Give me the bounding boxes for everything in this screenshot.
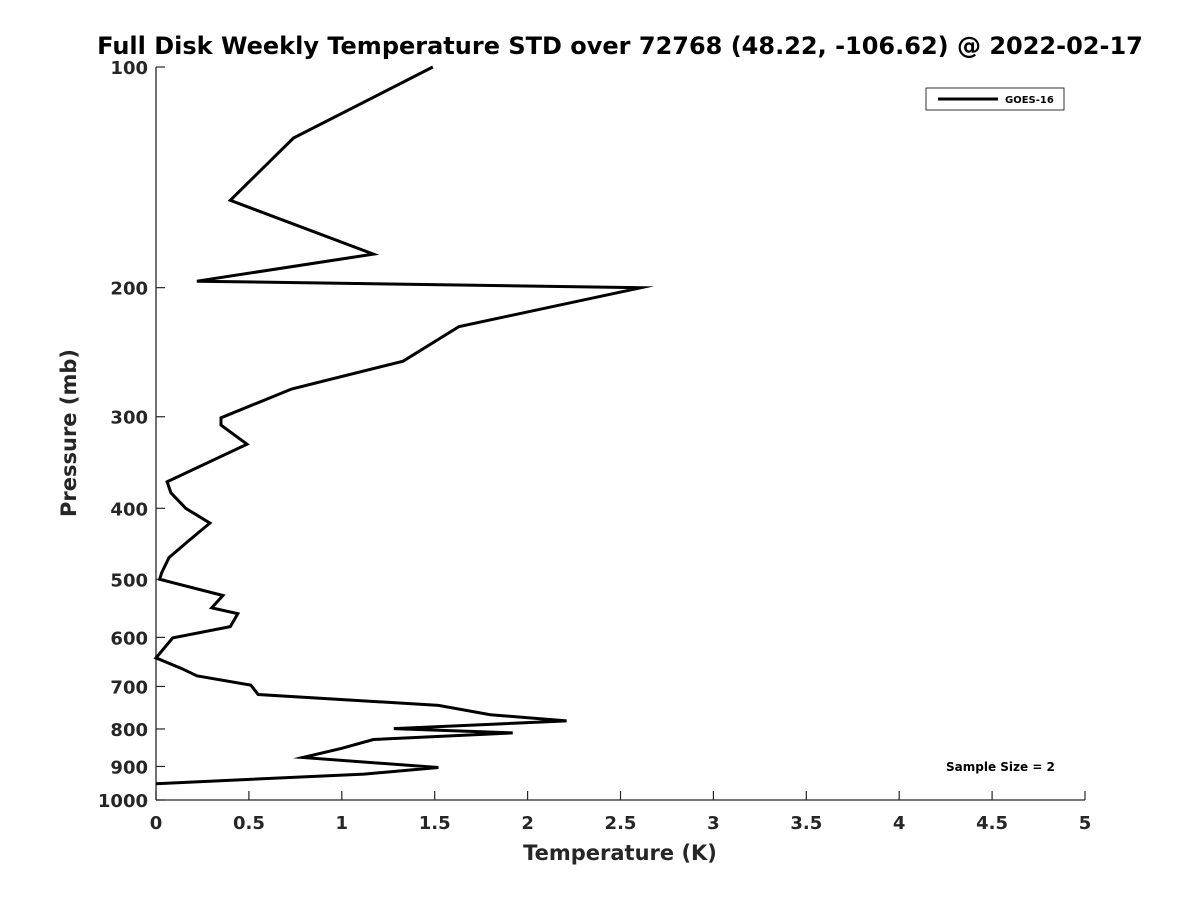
series-line-goes-16 — [153, 65, 655, 786]
y-tick-label: 700 — [110, 677, 148, 698]
sample-size-annotation: Sample Size = 2 — [946, 760, 1055, 774]
chart-title: Full Disk Weekly Temperature STD over 72… — [97, 32, 1143, 60]
plot-area — [155, 67, 1085, 801]
x-tick-label: 3.5 — [790, 813, 822, 834]
y-tick-label: 800 — [110, 720, 148, 741]
y-tick-label: 400 — [110, 499, 148, 520]
x-tick-label: 2 — [521, 813, 534, 834]
legend: GOES-16 — [925, 87, 1065, 111]
y-tick-label: 600 — [110, 628, 148, 649]
x-tick-label: 0 — [150, 813, 163, 834]
x-tick-label: 4 — [893, 813, 906, 834]
x-axis-label: Temperature (K) — [523, 841, 717, 865]
y-tick-label: 500 — [110, 570, 148, 591]
y-tick-label: 1000 — [98, 791, 148, 812]
x-tick-label: 2.5 — [605, 813, 637, 834]
legend-label: GOES-16 — [1005, 95, 1054, 106]
y-tick-label: 100 — [110, 58, 148, 79]
x-tick-label: 0.5 — [233, 813, 265, 834]
series-layer — [153, 65, 655, 786]
x-tick-label: 4.5 — [976, 813, 1008, 834]
y-axis-ticks: 100 200 300 400 500 600 700 800 900 1000 — [98, 58, 165, 812]
y-axis-label: Pressure (mb) — [57, 349, 81, 517]
y-tick-label: 200 — [110, 279, 148, 300]
x-tick-label: 1.5 — [419, 813, 451, 834]
x-axis-ticks: 0 0.5 1 1.5 2 2.5 3 3.5 4 4.5 5 — [150, 791, 1092, 834]
x-tick-label: 3 — [707, 813, 720, 834]
y-tick-label: 900 — [110, 757, 148, 778]
y-tick-label: 300 — [110, 408, 148, 429]
x-tick-label: 1 — [336, 813, 349, 834]
x-tick-label: 5 — [1079, 813, 1092, 834]
